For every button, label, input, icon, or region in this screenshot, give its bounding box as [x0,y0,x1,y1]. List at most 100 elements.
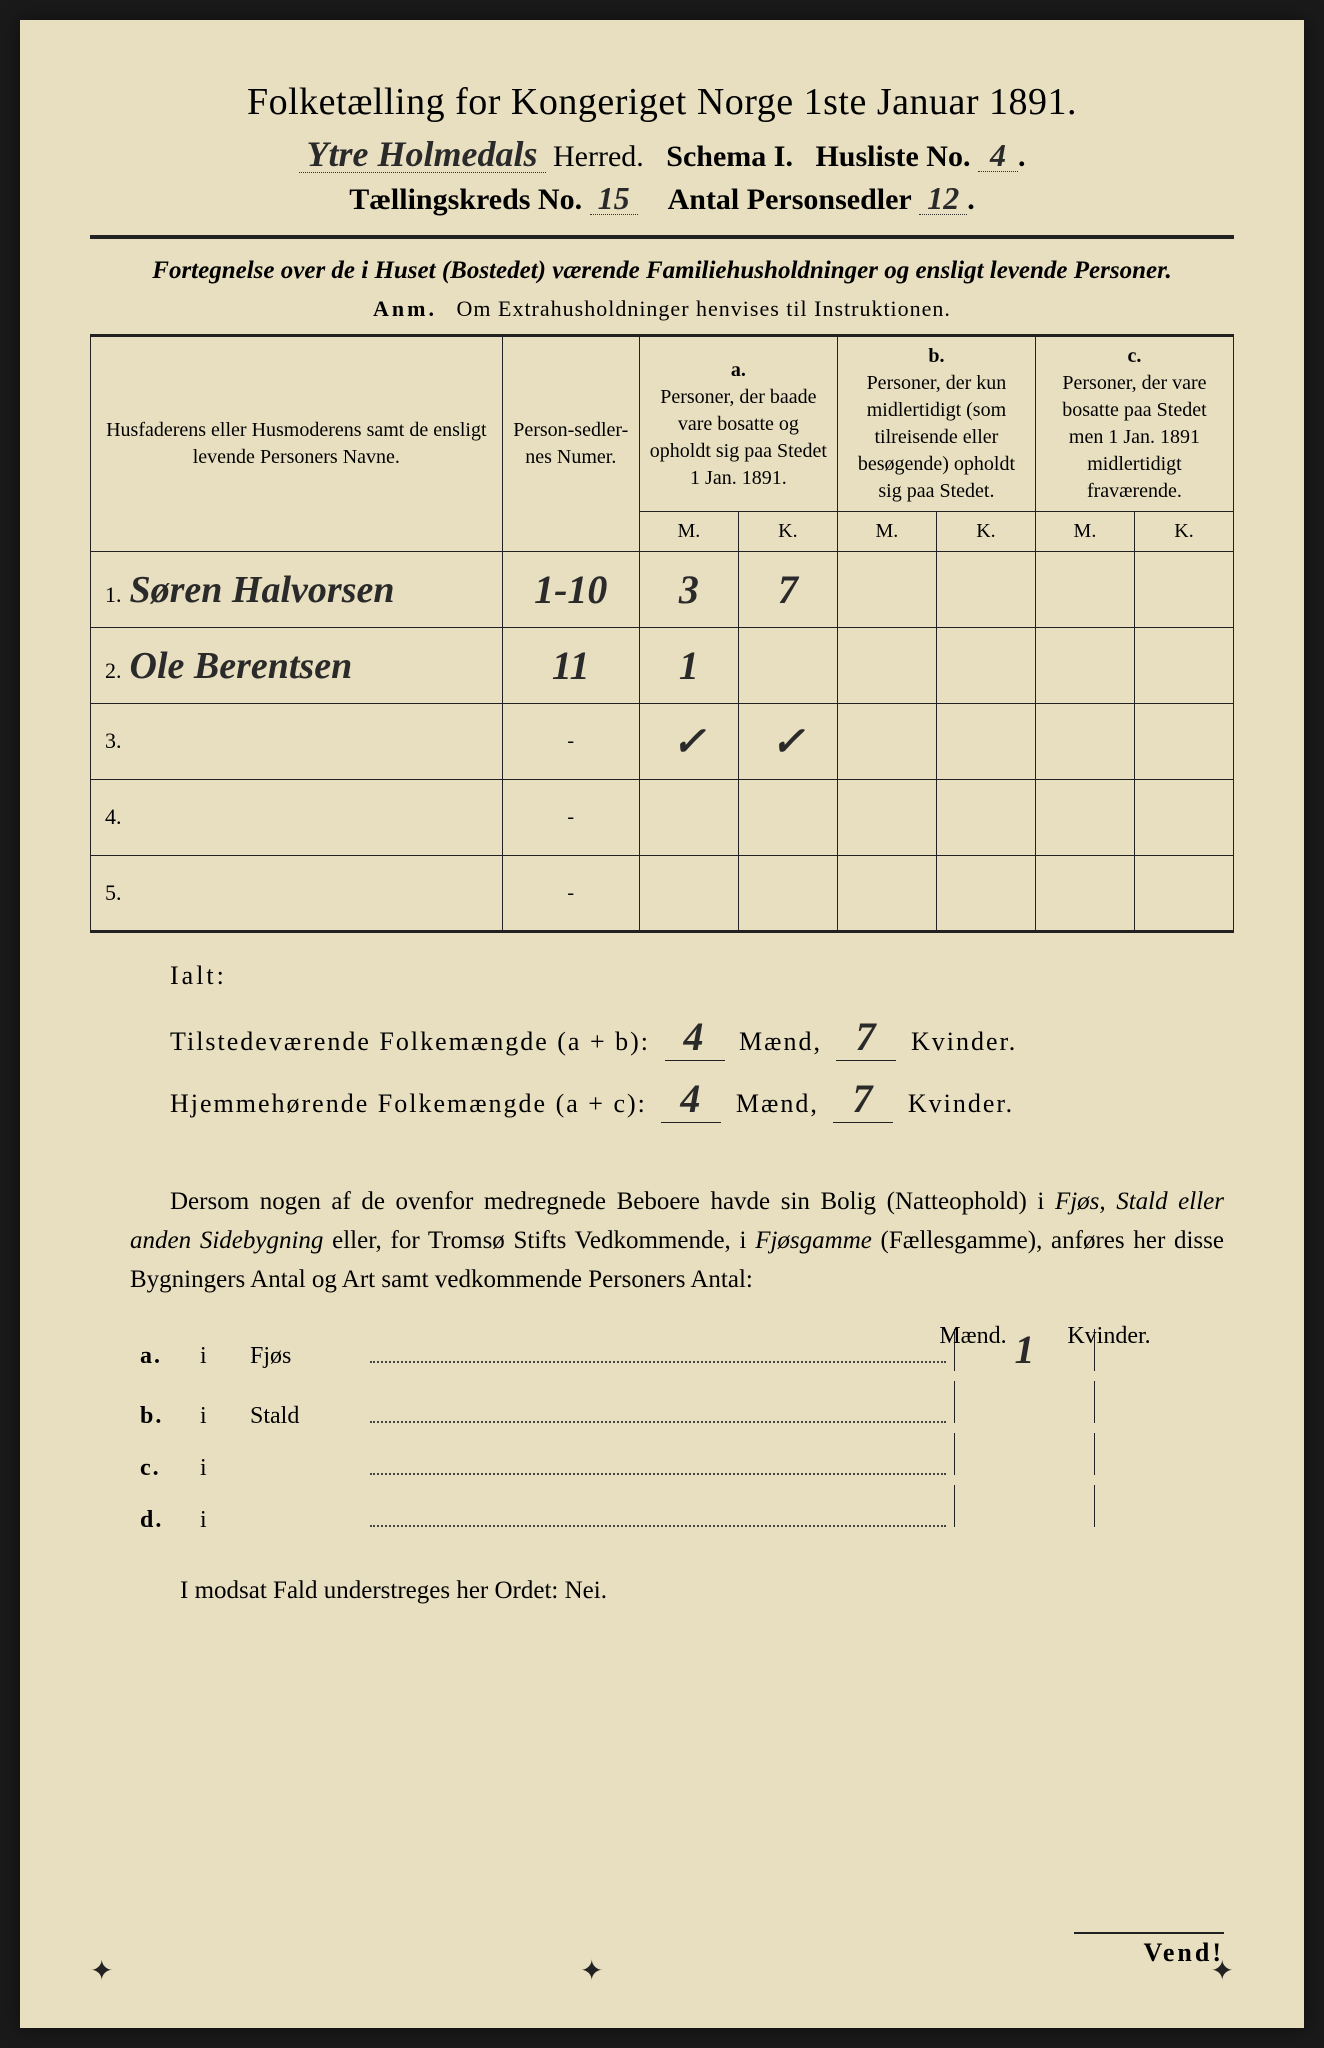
b-k-cell [936,856,1035,932]
anm-label: Anm. [373,296,437,321]
c-k-header: K. [1134,512,1233,552]
ob-head-k: Kvinder. [1044,1323,1174,1350]
tot1-k: 7 [836,1013,896,1061]
totals-line-1: Tilstedeværende Folkemængde (a + b): 4 M… [170,1013,1234,1061]
outbuilding-row: c.i [140,1433,1234,1475]
ob-i: i [200,1403,250,1430]
c-m-cell [1035,780,1134,856]
num-cell: - [502,704,639,780]
ob-vals [954,1381,1234,1423]
col-c-label: c. [1044,343,1225,370]
name-cell: 5. [91,856,503,932]
name-cell: 3. [91,704,503,780]
ob-m [955,1381,1095,1423]
b-k-cell [936,780,1035,856]
num-cell: 11 [502,628,639,704]
tick-icon: ✦ [580,1954,603,1988]
b-k-header: K. [936,512,1035,552]
b-k-cell [936,704,1035,780]
table-row: 1.Søren Halvorsen1-1037 [91,552,1234,628]
anm-line: Anm. Om Extrahusholdninger henvises til … [90,296,1234,322]
ob-vals [954,1433,1234,1475]
c-k-cell [1134,856,1233,932]
page-title: Folketælling for Kongeriget Norge 1ste J… [90,80,1234,124]
herred-value: Ytre Holmedals [299,136,546,173]
col-a-text: Personer, der baade vare bosatte og opho… [648,384,829,492]
ob-label: d. [140,1507,200,1534]
ob-vals [954,1485,1234,1527]
c-m-header: M. [1035,512,1134,552]
c-k-cell [1134,628,1233,704]
herred-label: Herred. [553,140,644,173]
col-a-label: a. [648,357,829,384]
b-m-cell [837,552,936,628]
anm-text: Om Extrahusholdninger henvises til Instr… [457,296,951,321]
col-names-header: Husfaderens eller Husmoderens samt de en… [91,336,503,552]
a-k-cell: 7 [738,552,837,628]
antal-value: 12 [919,182,967,215]
subtitle: Fortegnelse over de i Huset (Bostedet) v… [90,253,1234,288]
a-k-header: K. [738,512,837,552]
ob-head-m: Mænd. [908,1323,1038,1350]
num-cell: - [502,780,639,856]
tot1-kvinder: Kvinder. [911,1027,1017,1056]
ialt-label: Ialt: [170,961,1234,991]
kreds-label: Tællingskreds No. [349,183,582,216]
table-row: 3.-✓✓ [91,704,1234,780]
tot2-kvinder: Kvinder. [908,1089,1014,1118]
b-m-cell [837,704,936,780]
nei-line: I modsat Fald understreges her Ordet: Ne… [180,1577,1234,1605]
ob-k [1095,1485,1234,1527]
tick-icon: ✦ [90,1954,113,1988]
c-m-cell [1035,704,1134,780]
ob-label: c. [140,1455,200,1482]
rule-1 [90,235,1234,239]
tot2-m: 4 [661,1075,721,1123]
antal-label: Antal Personsedler [668,183,912,216]
tick-icon: ✦ [1211,1954,1234,1988]
a-k-cell [738,856,837,932]
kreds-value: 15 [590,182,638,215]
col-names-text: Husfaderens eller Husmoderens samt de en… [106,419,486,468]
c-k-cell [1134,552,1233,628]
outbuild-header: Mænd. Kvinder. [908,1323,1174,1350]
ob-dots [370,1361,946,1363]
tot1-label: Tilstedeværende Folkemængde (a + b): [170,1027,650,1056]
census-form-page: Folketælling for Kongeriget Norge 1ste J… [20,20,1304,2028]
tot2-k: 7 [833,1075,893,1123]
tot2-label: Hjemmehørende Folkemængde (a + c): [170,1089,647,1118]
a-k-cell [738,628,837,704]
household-table: Husfaderens eller Husmoderens samt de en… [90,334,1234,933]
table-row: 4.- [91,780,1234,856]
a-k-cell: ✓ [738,704,837,780]
husliste-value: 4 [978,139,1018,172]
a-m-cell: 3 [639,552,738,628]
ob-k [1095,1381,1234,1423]
ob-i: i [200,1507,250,1534]
c-m-cell [1035,552,1134,628]
b-m-cell [837,780,936,856]
ob-name: Fjøs [250,1343,370,1370]
a-m-cell [639,780,738,856]
col-b-label: b. [846,343,1027,370]
a-k-cell [738,780,837,856]
col-b-header: b. Personer, der kun midlertidigt (som t… [837,336,1035,512]
tot1-maend: Mænd, [739,1027,822,1056]
ob-k [1095,1433,1234,1475]
header-line-2: Tællingskreds No. 15 Antal Personsedler … [90,182,1234,217]
b-m-cell [837,856,936,932]
col-c-text: Personer, der vare bosatte paa Stedet me… [1044,370,1225,505]
ob-dots [370,1473,946,1475]
c-m-cell [1035,856,1134,932]
a-m-cell: ✓ [639,704,738,780]
name-cell: 4. [91,780,503,856]
outbuilding-row: b.iStald [140,1381,1234,1423]
husliste-label: Husliste No. [815,140,970,173]
ob-m [955,1485,1095,1527]
a-m-cell [639,856,738,932]
ob-label: a. [140,1343,200,1370]
name-cell: 2.Ole Berentsen [91,628,503,704]
vend-label: Vend! [1074,1932,1224,1968]
outbuilding-paragraph: Dersom nogen af de ovenfor medregnede Be… [90,1183,1234,1299]
ob-name: Stald [250,1403,370,1430]
